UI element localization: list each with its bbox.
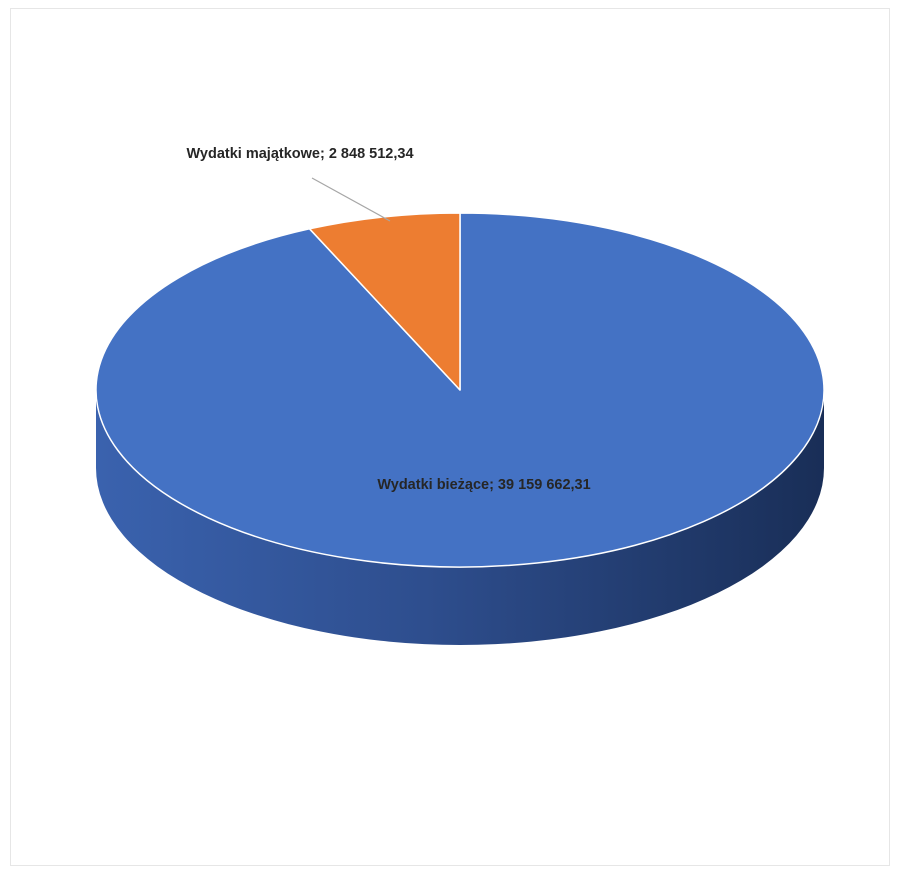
leader-line-wydatki-majatkowe [311, 177, 391, 222]
data-label-wydatki-majatkowe: Wydatki majątkowe; 2 848 512,34 [186, 146, 413, 162]
data-label-wydatki-biezace: Wydatki bieżące; 39 159 662,31 [377, 477, 590, 493]
pie-side-wydatki-biezace [96, 390, 824, 645]
